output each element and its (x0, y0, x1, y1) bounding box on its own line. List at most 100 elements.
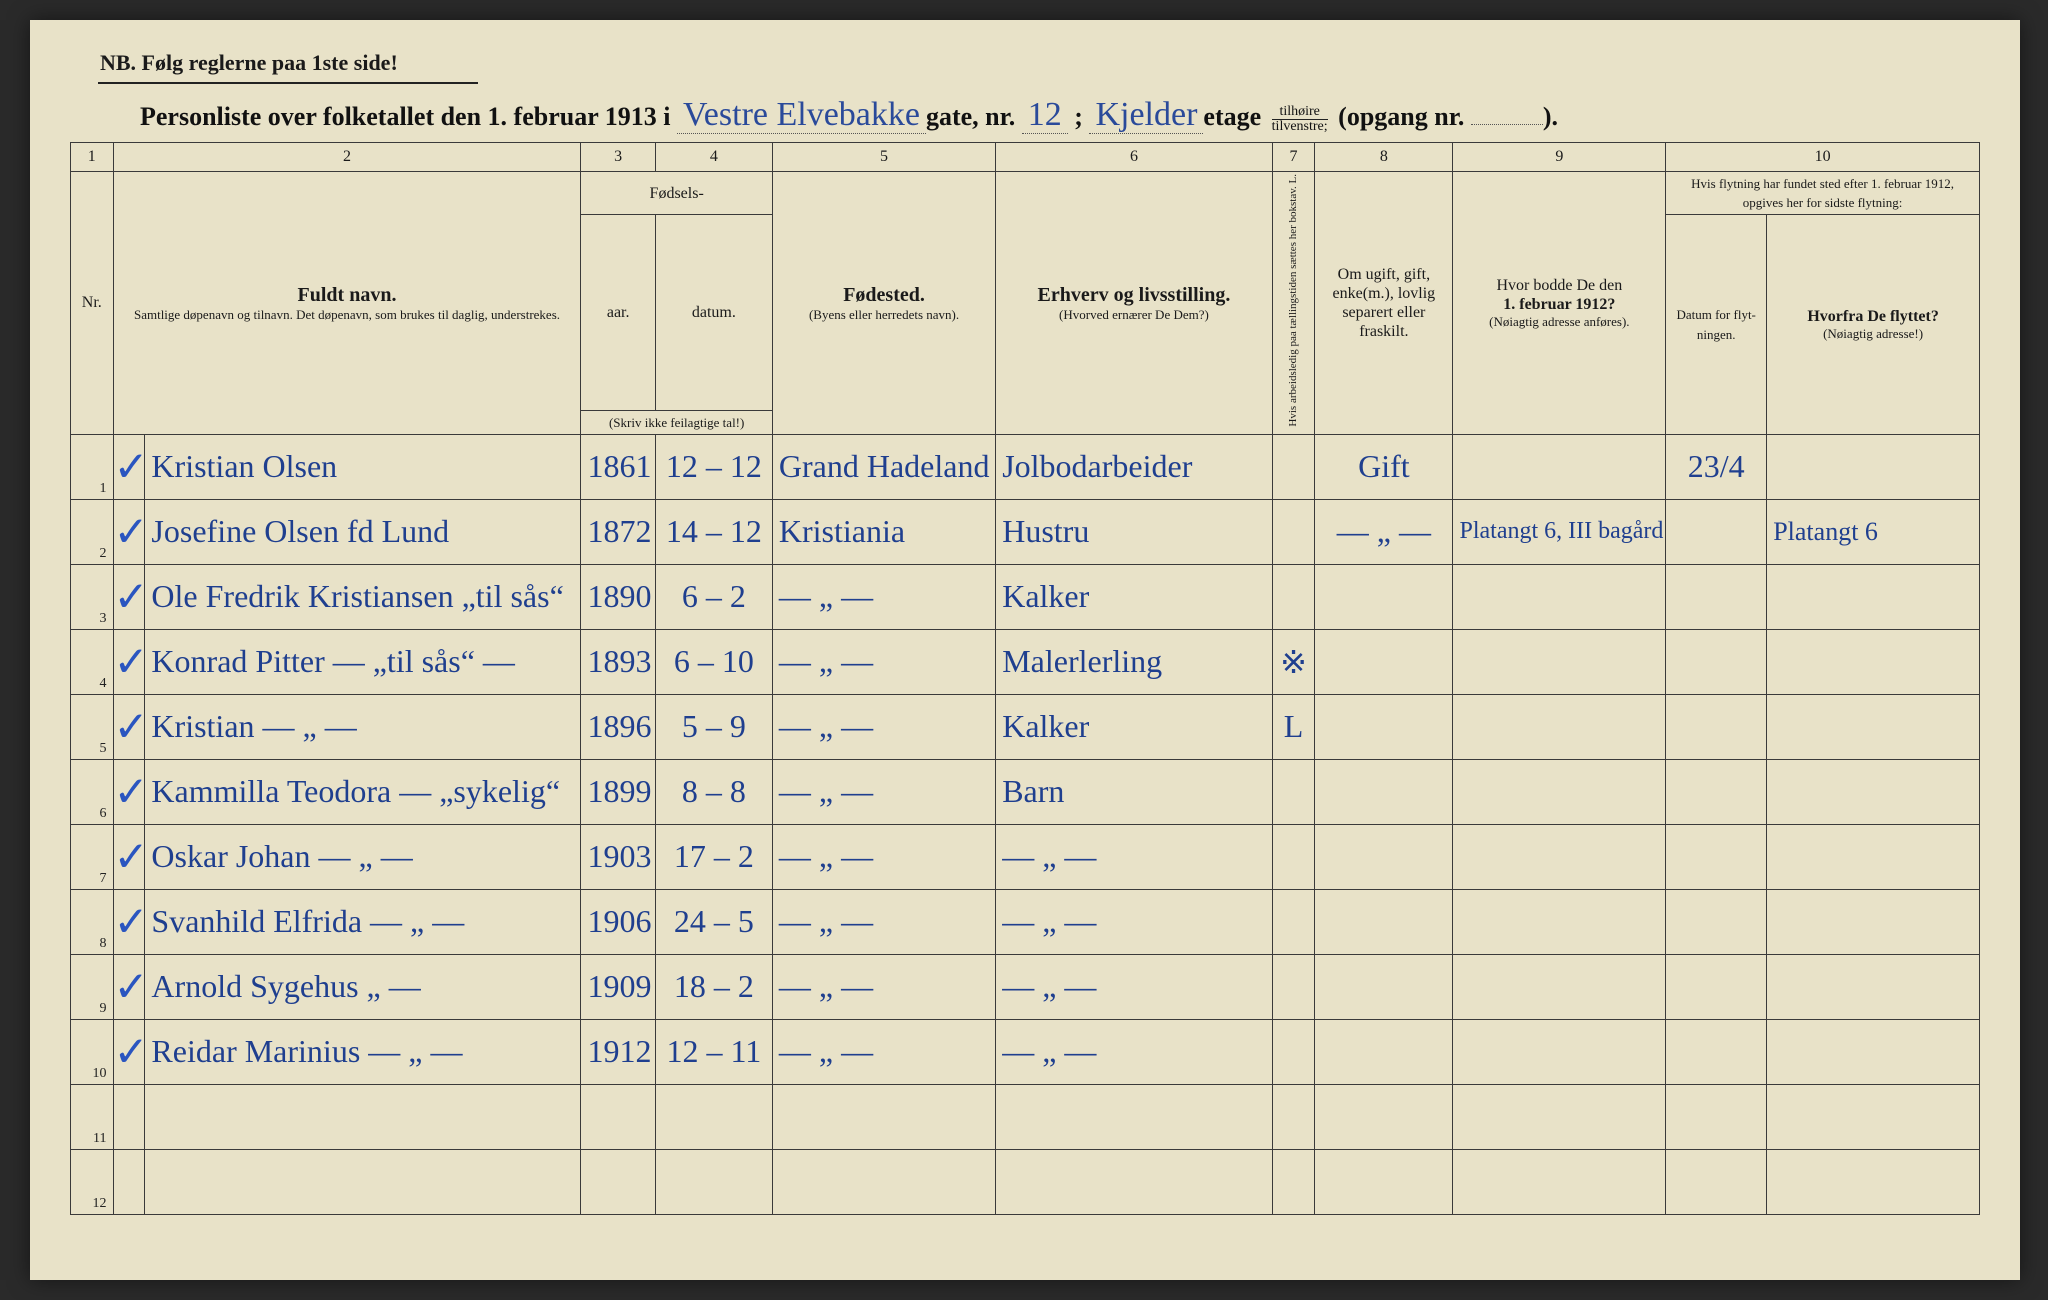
cell (1453, 954, 1666, 1019)
cell: 1906 (581, 889, 655, 954)
cell: Oskar Johan — „ — (145, 824, 581, 889)
hdr-c10b-sub: (Nøiagtig adresse!) (1773, 326, 1973, 342)
side-fraction: tilhøire tilvenstre; (1272, 105, 1328, 134)
hdr-birth-top: Fødsels- (581, 172, 772, 215)
cell (1272, 564, 1315, 629)
cell (1453, 1084, 1666, 1149)
cell (1272, 1149, 1315, 1214)
cell: 4 (71, 629, 114, 694)
cell (1453, 824, 1666, 889)
cell (1315, 694, 1453, 759)
cell (1666, 1019, 1767, 1084)
cell (113, 1149, 145, 1214)
cell: 1909 (581, 954, 655, 1019)
hdr-birth-sub: (Skriv ikke feilagtige tal!) (581, 410, 772, 434)
hdr-prev-address: Hvor bodde De den 1. februar 1912? (Nøia… (1453, 172, 1666, 435)
census-form-page: NB. Følg reglerne paa 1ste side! Personl… (30, 20, 2020, 1280)
cell: 12 – 11 (655, 1019, 772, 1084)
cell: — „ — (996, 889, 1273, 954)
cell: Kristiania (772, 499, 995, 564)
cell: Ole Fredrik Kristiansen „til sås“ (145, 564, 581, 629)
cell (1272, 499, 1315, 564)
cell (1666, 824, 1767, 889)
cell: — „ — (996, 954, 1273, 1019)
cell: 1872 (581, 499, 655, 564)
hdr-move-from: Hvorfra De flyttet? (Nøiagtig adresse!) (1767, 215, 1980, 434)
cell: 6 – 2 (655, 564, 772, 629)
table-row: 2✓Josefine Olsen fd Lund187214 – 12Krist… (71, 499, 1980, 564)
street-number-handwritten: 12 (1022, 96, 1068, 134)
cell: ✓ (113, 694, 145, 759)
cell: 6 (71, 759, 114, 824)
cell (1453, 629, 1666, 694)
cell: 5 (71, 694, 114, 759)
hdr-birthplace-strong: Fødested. (779, 283, 989, 307)
table-row: 8✓Svanhild Elfrida — „ —190624 – 5— „ ——… (71, 889, 1980, 954)
cell: 3 (71, 564, 114, 629)
cell: Barn (996, 759, 1273, 824)
opgang-blank (1471, 124, 1543, 125)
floor-handwritten: Kjelder (1089, 96, 1203, 134)
hdr-name-strong: Fuldt navn. (120, 283, 575, 307)
cell: 1890 (581, 564, 655, 629)
cell: Konrad Pitter — „til sås“ — (145, 629, 581, 694)
cell (1453, 889, 1666, 954)
cell (1767, 694, 1980, 759)
cell (1315, 889, 1453, 954)
opgang-label: (opgang nr. (1338, 102, 1464, 131)
cell: 9 (71, 954, 114, 1019)
cell: ✓ (113, 824, 145, 889)
hdr-name-sub: Samtlige døpenavn og tilnavn. Det døpena… (120, 307, 575, 323)
cell: ✓ (113, 889, 145, 954)
cell (1315, 629, 1453, 694)
nb-rule (98, 82, 478, 84)
cell: Kammilla Teodora — „sykelig“ (145, 759, 581, 824)
cell (1272, 434, 1315, 499)
colnum-5: 5 (772, 143, 995, 172)
cell: Josefine Olsen fd Lund (145, 499, 581, 564)
cell (1666, 1149, 1767, 1214)
cell (772, 1149, 995, 1214)
cell (1767, 824, 1980, 889)
cell: Kalker (996, 564, 1273, 629)
cell (1767, 1149, 1980, 1214)
cell (1315, 564, 1453, 629)
table-row: 4✓Konrad Pitter — „til sås“ —18936 – 10—… (71, 629, 1980, 694)
cell (1767, 1084, 1980, 1149)
cell: ✓ (113, 629, 145, 694)
cell: — „ — (996, 1019, 1273, 1084)
form-title-line: Personliste over folketallet den 1. febr… (140, 96, 1980, 134)
cell (1272, 1019, 1315, 1084)
cell (1767, 564, 1980, 629)
cell: 23/4 (1666, 434, 1767, 499)
hdr-c10b-strong: Hvorfra De flyttet? (1773, 307, 1973, 326)
cell: L (1272, 694, 1315, 759)
colnum-3: 3 (581, 143, 655, 172)
cell (1767, 434, 1980, 499)
street-handwritten: Vestre Elvebakke (677, 96, 926, 134)
cell (1666, 954, 1767, 1019)
cell: 12 – 12 (655, 434, 772, 499)
cell (581, 1149, 655, 1214)
table-body: 1✓Kristian Olsen186112 – 12Grand Hadelan… (71, 434, 1980, 1214)
table-row: 6✓Kammilla Teodora — „sykelig“18998 – 8—… (71, 759, 1980, 824)
cell (1767, 889, 1980, 954)
cell: 10 (71, 1019, 114, 1084)
cell: 12 (71, 1149, 114, 1214)
cell: Grand Hadeland (772, 434, 995, 499)
cell (1272, 954, 1315, 1019)
cell: 17 – 2 (655, 824, 772, 889)
cell: 2 (71, 499, 114, 564)
hdr-c10a: Datum for flyt-ningen. (1676, 307, 1755, 341)
cell (1453, 564, 1666, 629)
table-row: 11 (71, 1084, 1980, 1149)
cell (655, 1084, 772, 1149)
cell (1272, 759, 1315, 824)
hdr-birthplace-sub: (Byens eller herredets navn). (779, 307, 989, 323)
hdr-name: Fuldt navn. Samtlige døpenavn og tilnavn… (113, 172, 581, 435)
hdr-occ-sub: (Hvorved ernærer De Dem?) (1002, 307, 1266, 323)
cell (1453, 694, 1666, 759)
cell: Kristian — „ — (145, 694, 581, 759)
etage-label: etage (1203, 102, 1261, 131)
cell: Malerlerling (996, 629, 1273, 694)
